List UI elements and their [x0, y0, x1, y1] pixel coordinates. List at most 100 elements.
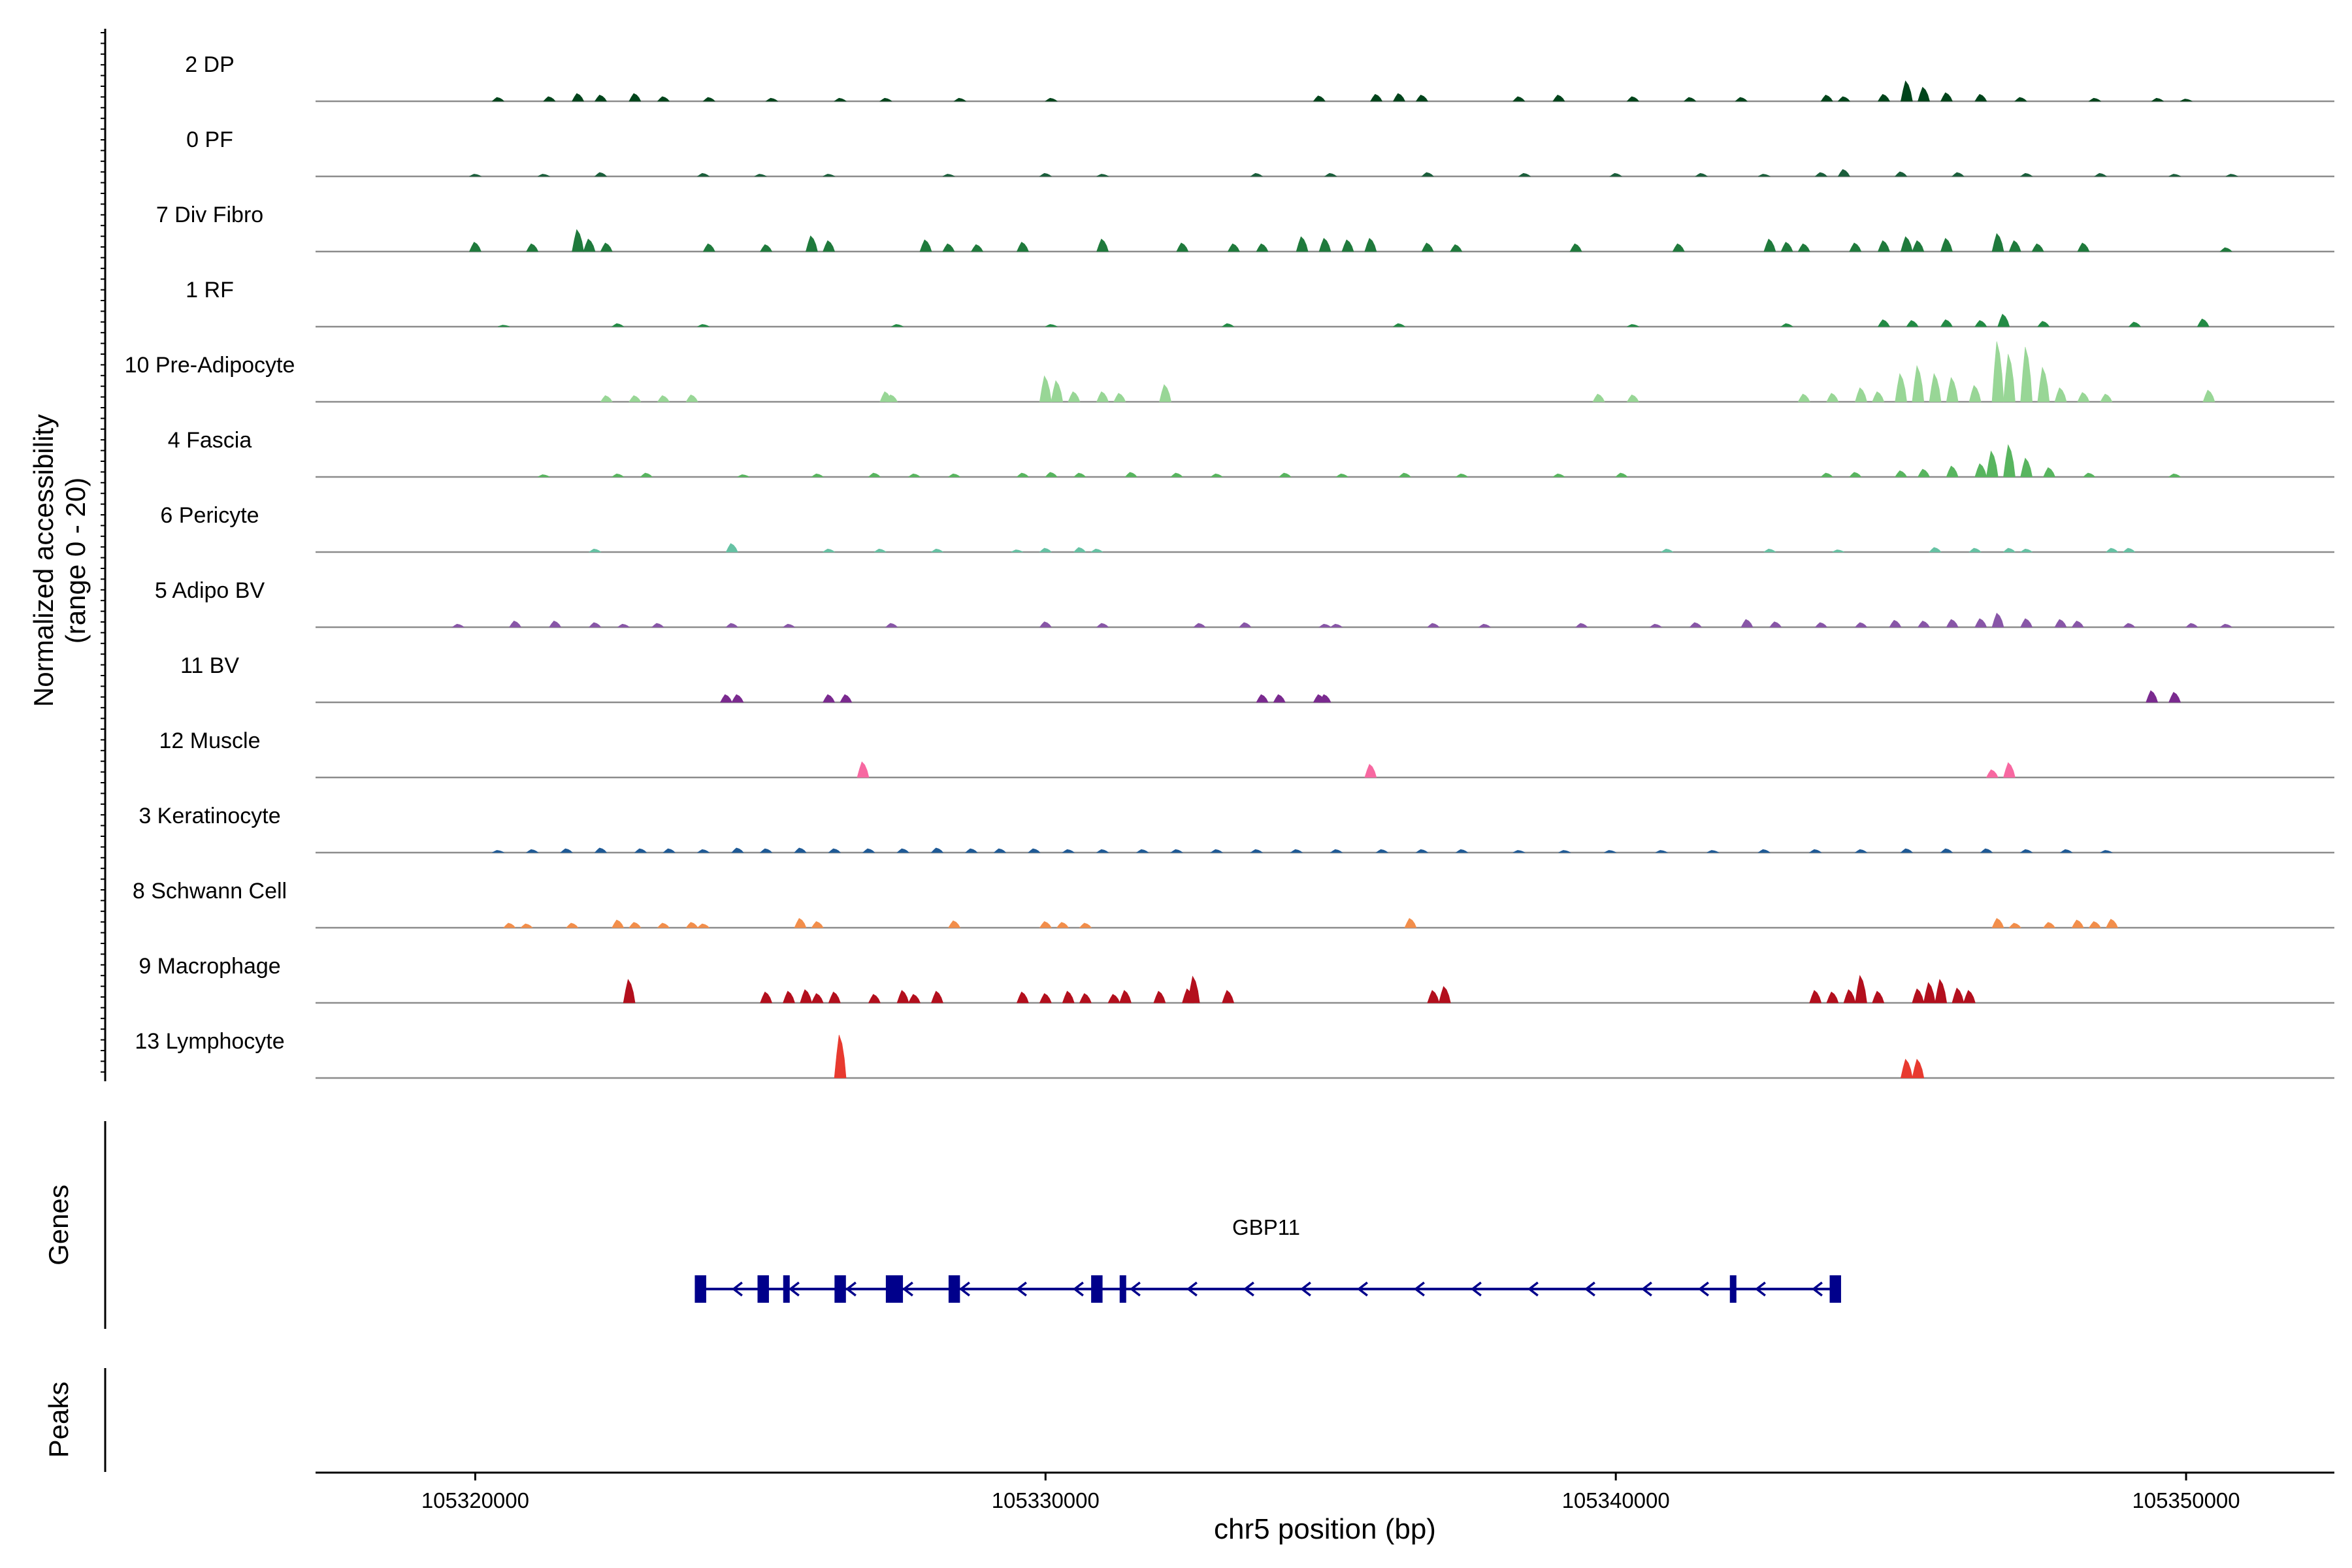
track-11: 8 Schwann Cell [133, 879, 2334, 929]
coverage-peak [1512, 850, 1526, 853]
coverage-peak [1170, 472, 1183, 478]
coverage-peak [1176, 242, 1189, 252]
coverage-peak [907, 473, 921, 478]
coverage-peak [2122, 623, 2136, 628]
coverage-peak [612, 919, 625, 928]
coverage-peak [942, 174, 955, 177]
strand-arrow [1754, 1281, 1766, 1297]
coverage-peak [629, 922, 642, 928]
strand-arrow [902, 1281, 913, 1297]
coverage-peak [1849, 242, 1862, 252]
coverage-peak [1096, 238, 1109, 252]
coverage-peak [1558, 850, 1571, 853]
coverage-peak [560, 848, 573, 853]
coverage-peak [1917, 621, 1931, 628]
coverage-peak [868, 472, 881, 478]
track-5: 4 Fascia [168, 428, 2334, 478]
coverage-peak [1735, 97, 1748, 102]
coverage-peak [1296, 236, 1309, 252]
gene-exon [783, 1275, 790, 1303]
coverage-peak [834, 97, 847, 102]
coverage-peak [1918, 86, 1930, 102]
strand-arrow [1072, 1281, 1084, 1297]
gene-exon [1119, 1275, 1126, 1303]
coverage-peak [2037, 321, 2050, 327]
coverage-peak [765, 97, 779, 102]
coverage-peak [1780, 323, 1793, 327]
coverage-peak [1609, 172, 1623, 177]
coverage-peak [1073, 472, 1086, 478]
strand-arrow [1015, 1281, 1027, 1297]
coverage-peak [2168, 473, 2181, 478]
coverage-peak [2219, 247, 2232, 252]
coverage-peak [1239, 622, 1252, 628]
coverage-peak [1096, 391, 1109, 402]
coverage-peak [1227, 243, 1240, 252]
coverage-peak [2100, 850, 2113, 853]
track-10: 3 Keratinocyte [139, 804, 2334, 854]
track-13: 13 Lymphocyte [135, 1029, 2334, 1079]
coverage-peak [1364, 238, 1377, 252]
coverage-peak [1683, 97, 1697, 102]
y-axis-label-line-1: Normalized accessibility [28, 414, 59, 707]
coverage-peak [1826, 991, 1839, 1004]
gene-exon [1729, 1275, 1737, 1303]
coverage-peak [1985, 769, 1999, 778]
strand-arrow [1243, 1281, 1254, 1297]
coverage-peak [2146, 690, 2159, 703]
coverage-peak [600, 395, 613, 402]
track-label-10: 3 Keratinocyte [139, 804, 280, 828]
coverage-peak [2122, 547, 2136, 553]
coverage-peak [811, 921, 824, 928]
coverage-peak [754, 174, 767, 177]
coverage-peak [1929, 547, 1942, 553]
strand-arrow [1356, 1281, 1368, 1297]
peaks-panel: Peaks [43, 1368, 106, 1472]
coverage-peak [806, 235, 818, 252]
coverage-peak [1660, 548, 1674, 553]
coverage-peak [497, 325, 510, 327]
coverage-peak [1221, 323, 1235, 327]
coverage-peak [1814, 172, 1828, 177]
coverage-peak [1929, 372, 1942, 402]
coverage-peak [1250, 849, 1264, 853]
coverage-peak [1062, 849, 1075, 853]
coverage-peak [572, 93, 585, 102]
coverage-peak [702, 97, 716, 102]
coverage-peak [2020, 457, 2033, 478]
coverage-peak [1039, 993, 1052, 1004]
coverage-peak [543, 96, 556, 102]
strand-arrow [788, 1281, 800, 1297]
coverage-peak [697, 324, 710, 327]
coverage-peak [1324, 172, 1337, 177]
coverage-peak [1912, 240, 1925, 252]
coverage-peak [1695, 172, 1708, 177]
coverage-peak [908, 994, 921, 1004]
coverage-peak [1028, 848, 1041, 853]
coverage-peak [1016, 991, 1029, 1004]
coverage-peak [1421, 172, 1434, 177]
coverage-peak [2082, 472, 2096, 478]
coverage-peak [822, 548, 836, 553]
coverage-peak [731, 847, 744, 853]
coverage-peak [1952, 172, 1965, 177]
track-12: 9 Macrophage [139, 954, 2334, 1004]
x-axis-tick-label: 105320000 [421, 1488, 529, 1512]
strand-arrow [1186, 1281, 1198, 1297]
coverage-peak [823, 694, 836, 703]
coverage-peak [1421, 242, 1434, 252]
coverage-peak [1341, 239, 1354, 252]
coverage-peak [725, 623, 738, 628]
coverage-peak [1826, 393, 1839, 402]
coverage-peak [468, 242, 482, 252]
coverage-peak [1820, 95, 1833, 102]
gene-exon [834, 1275, 846, 1303]
coverage-peak [2008, 240, 2021, 252]
coverage-peak [1918, 468, 1931, 478]
coverage-peak [1392, 93, 1405, 102]
coverage-peak [1330, 849, 1343, 853]
coverage-peak [2088, 97, 2102, 102]
coverage-peak [1809, 990, 1822, 1004]
x-axis-tick-label: 105340000 [1562, 1488, 1670, 1512]
